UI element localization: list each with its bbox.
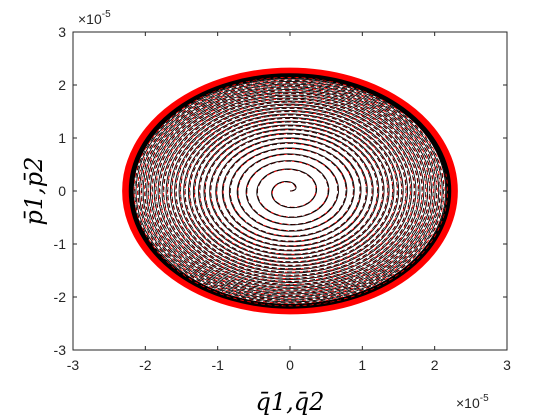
x-axis-label: q̄1,q̄2 [256, 388, 325, 416]
x-tick-label: 1 [358, 357, 366, 373]
x-scale-label: ×10-5 [456, 393, 489, 411]
y-tick-label: -1 [54, 236, 67, 252]
y-tick-label: 3 [58, 24, 66, 40]
y-tick-label: 2 [58, 77, 66, 93]
y-tick-label: -3 [54, 342, 67, 358]
x-tick-label: -2 [139, 357, 152, 373]
x-tick-label: 0 [286, 357, 294, 373]
series-solid-spiral [132, 75, 450, 308]
x-axis: -3 -2 -1 0 1 2 3 [67, 32, 511, 373]
x-tick-label: -3 [67, 357, 80, 373]
x-tick-label: 2 [431, 357, 439, 373]
series-solid-spiral-overlay [134, 77, 448, 306]
y-tick-label: 1 [58, 130, 66, 146]
x-scale-exponent: -5 [480, 393, 489, 404]
y-tick-label: -2 [54, 289, 67, 305]
y-tick-label: 0 [58, 183, 66, 199]
y-axis: -3 -2 -1 0 1 2 3 [54, 24, 507, 358]
x-tick-label: -1 [211, 357, 224, 373]
series-dashed-outer-band [122, 67, 458, 315]
y-scale-exponent: -5 [102, 9, 111, 20]
y-axis-label: p̄1,p̄2 [20, 157, 48, 226]
y-scale-label: ×10-5 [78, 9, 111, 27]
x-tick-label: 3 [503, 357, 511, 373]
